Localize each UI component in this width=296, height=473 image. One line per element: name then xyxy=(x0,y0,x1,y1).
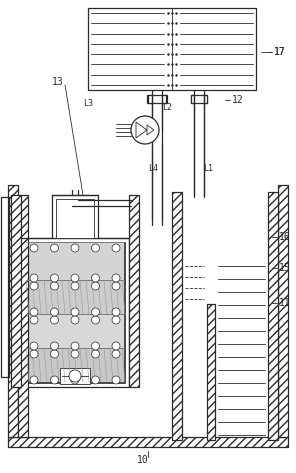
Bar xyxy=(162,95,166,103)
Bar xyxy=(204,95,207,103)
Circle shape xyxy=(51,342,59,350)
Circle shape xyxy=(30,308,38,316)
Circle shape xyxy=(71,350,79,358)
Text: 13: 13 xyxy=(52,77,64,87)
Bar xyxy=(148,95,152,103)
Bar xyxy=(8,437,288,447)
Circle shape xyxy=(91,308,99,316)
Circle shape xyxy=(112,308,120,316)
Text: 10: 10 xyxy=(137,455,149,465)
Bar xyxy=(191,95,194,103)
Bar xyxy=(147,95,167,103)
Text: 17: 17 xyxy=(274,47,286,57)
Circle shape xyxy=(71,282,79,290)
Text: L1: L1 xyxy=(203,164,213,173)
Circle shape xyxy=(51,244,59,252)
Bar xyxy=(278,185,288,437)
Circle shape xyxy=(30,316,38,324)
Bar xyxy=(129,195,139,387)
Circle shape xyxy=(30,244,38,252)
Circle shape xyxy=(30,274,38,282)
Text: 12: 12 xyxy=(232,95,244,105)
Circle shape xyxy=(30,282,38,290)
Circle shape xyxy=(112,244,120,252)
Circle shape xyxy=(112,342,120,350)
Circle shape xyxy=(51,350,59,358)
Text: 11: 11 xyxy=(279,298,291,308)
Circle shape xyxy=(30,376,38,384)
Circle shape xyxy=(91,376,99,384)
Circle shape xyxy=(51,274,59,282)
Bar xyxy=(172,192,182,440)
Circle shape xyxy=(131,116,159,144)
Circle shape xyxy=(51,308,59,316)
Bar xyxy=(56,199,94,238)
Text: 17: 17 xyxy=(274,47,286,57)
Bar xyxy=(18,195,28,437)
Text: L2: L2 xyxy=(162,103,172,112)
Bar xyxy=(88,8,256,90)
Bar xyxy=(60,368,90,384)
Polygon shape xyxy=(147,125,154,135)
Circle shape xyxy=(91,274,99,282)
Circle shape xyxy=(71,244,79,252)
Circle shape xyxy=(91,282,99,290)
Text: 16: 16 xyxy=(279,232,291,242)
Bar xyxy=(26,314,124,348)
Bar xyxy=(8,185,18,437)
Bar xyxy=(26,280,124,314)
Circle shape xyxy=(91,350,99,358)
Circle shape xyxy=(112,282,120,290)
Bar xyxy=(26,242,124,280)
Bar xyxy=(21,238,129,387)
Text: L3: L3 xyxy=(83,98,93,107)
Circle shape xyxy=(91,342,99,350)
Circle shape xyxy=(30,342,38,350)
Bar xyxy=(25,242,125,383)
Circle shape xyxy=(30,350,38,358)
Circle shape xyxy=(91,244,99,252)
Circle shape xyxy=(51,376,59,384)
Text: 15: 15 xyxy=(279,263,291,273)
Circle shape xyxy=(112,316,120,324)
Circle shape xyxy=(51,282,59,290)
Circle shape xyxy=(71,316,79,324)
Bar xyxy=(52,195,98,238)
Bar xyxy=(11,195,21,387)
Circle shape xyxy=(91,316,99,324)
Bar xyxy=(207,304,215,440)
Bar xyxy=(268,192,278,440)
Circle shape xyxy=(69,370,81,382)
Circle shape xyxy=(112,376,120,384)
Circle shape xyxy=(71,342,79,350)
Circle shape xyxy=(51,316,59,324)
Circle shape xyxy=(71,308,79,316)
Bar xyxy=(191,95,207,103)
Circle shape xyxy=(71,274,79,282)
Polygon shape xyxy=(136,122,147,138)
Circle shape xyxy=(112,274,120,282)
Circle shape xyxy=(71,376,79,384)
Circle shape xyxy=(112,350,120,358)
Bar xyxy=(26,348,124,382)
Text: L4: L4 xyxy=(148,164,158,173)
